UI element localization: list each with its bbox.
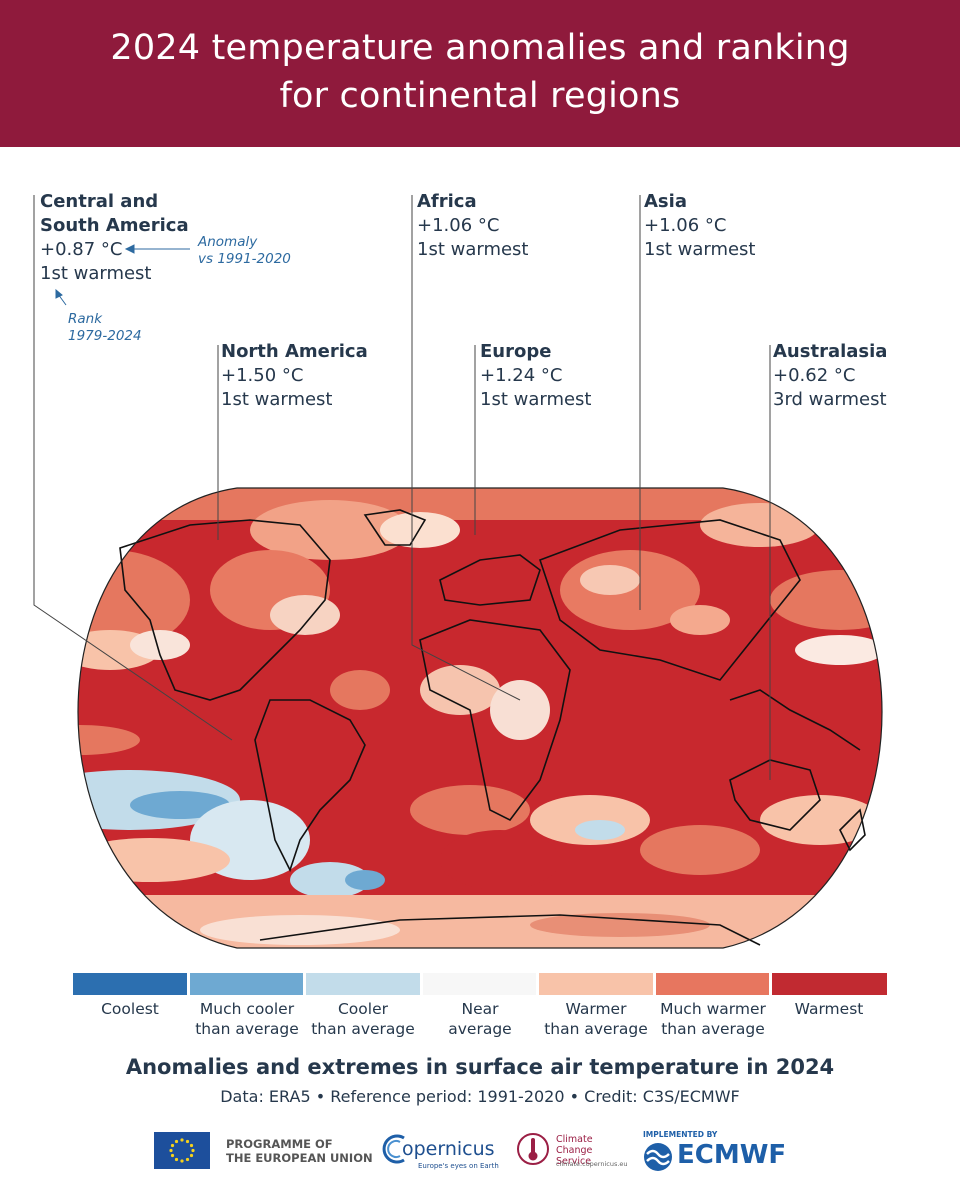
data-credit: Data: ERA5 • Reference period: 1991-2020… [220,1087,740,1106]
anomaly-annotation: Anomaly vs 1991-2020 [198,234,291,268]
region-name: Europe [480,341,552,362]
ecmwf-implemented-by: IMPLEMENTED BY [643,1130,718,1139]
region-rank: 1st warmest [644,239,756,260]
leader-lines [33,195,771,780]
legend-swatch-cooler [306,973,420,995]
title-banner: 2024 temperature anomalies and ranking f… [0,0,960,147]
region-name: Africa [417,191,477,212]
region-europe: Europe +1.24 °C 1st warmest [480,340,592,412]
region-australasia: Australasia +0.62 °C 3rd warmest [773,340,887,412]
copernicus-c-icon [382,1134,405,1164]
rank-annotation-line-1: Rank [68,311,103,327]
legend-label-near-average: Near average [448,1000,512,1038]
region-name: Central and [40,191,159,212]
region-central-south-america: Central and South America +0.87 °C 1st w… [40,190,189,286]
legend-label-warmer: Warmer than average [544,1000,648,1038]
anomaly-annotation-line-2: vs 1991-2020 [198,251,291,267]
copernicus-tagline: Europe's eyes on Earth [418,1162,499,1170]
copernicus-logo: opernicus Europe's eyes on Earth [380,1130,499,1174]
region-north-america: North America +1.50 °C 1st warmest [221,340,368,412]
eu-programme-text: PROGRAMME OF THE EUROPEAN UNION [226,1137,373,1165]
page-title: 2024 temperature anomalies and ranking f… [0,0,960,120]
ecmwf-logo: IMPLEMENTED BY ECMWF [643,1130,803,1174]
copernicus-wordmark: opernicus [402,1138,495,1160]
figure-subtitle: Anomalies and extremes in surface air te… [125,1055,835,1079]
legend-swatch-much-cooler [190,973,303,995]
legend-label-cooler: Cooler than average [311,1000,415,1038]
region-rank: 3rd warmest [773,389,887,410]
region-name: Asia [644,191,687,212]
region-anomaly: +0.62 °C [773,365,856,386]
region-rank: 1st warmest [480,389,592,410]
c3s-url: climate.copernicus.eu [556,1160,628,1168]
temperature-anomaly-map [78,488,882,948]
region-anomaly: +0.87 °C [40,239,123,260]
rank-annotation-line-2: 1979-2024 [68,328,142,344]
ecmwf-wordmark: ECMWF [677,1140,787,1170]
thermometer-icon [517,1133,549,1165]
region-anomaly: +1.06 °C [644,215,727,236]
ecmwf-wave-icon [644,1143,672,1171]
legend-swatch-warmest [772,973,887,995]
anomaly-annotation-line-1: Anomaly [198,234,258,250]
region-name: South America [40,215,189,236]
c3s-name: Climate Change Service [556,1134,593,1167]
legend-swatch-coolest [73,973,187,995]
legend-label-much-cooler: Much cooler than average [195,1000,299,1038]
title-line-2: for continental regions [279,76,681,116]
legend-swatch-much-warmer [656,973,769,995]
region-anomaly: +1.06 °C [417,215,500,236]
title-line-1: 2024 temperature anomalies and ranking [110,28,850,68]
annotation-arrows [55,244,190,306]
region-anomaly: +1.24 °C [480,365,563,386]
region-rank: 1st warmest [417,239,529,260]
region-asia: Asia +1.06 °C 1st warmest [644,190,756,262]
coastlines [119,509,866,946]
region-africa: Africa +1.06 °C 1st warmest [417,190,529,262]
region-anomaly: +1.50 °C [221,365,304,386]
region-name: North America [221,341,368,362]
region-rank: 1st warmest [221,389,333,410]
rank-annotation: Rank 1979-2024 [68,311,142,345]
legend-swatch-near-average [423,973,536,995]
legend-swatch-warmer [539,973,653,995]
legend-label-coolest: Coolest [101,1000,159,1018]
eu-flag-logo [154,1132,210,1169]
map-outline [77,487,883,949]
region-name: Australasia [773,341,888,362]
legend-label-warmest: Warmest [794,1000,864,1018]
region-rank: 1st warmest [40,263,152,284]
legend-label-much-warmer: Much warmer than average [660,1000,766,1038]
c3s-logo: Climate Change Service climate.copernicu… [516,1130,628,1174]
